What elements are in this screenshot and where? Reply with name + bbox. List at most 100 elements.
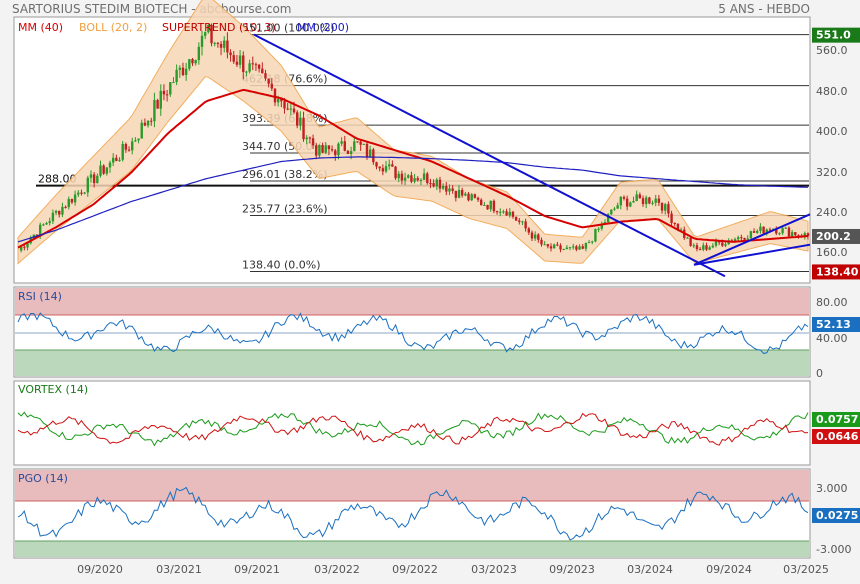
- candle-body: [784, 227, 787, 229]
- candle-body: [156, 100, 159, 109]
- y-tick: 560.0: [816, 44, 848, 57]
- candle-body: [413, 178, 416, 182]
- candle-body: [150, 120, 153, 122]
- candle-body: [499, 211, 502, 213]
- candle-body: [223, 40, 226, 48]
- candle-body: [622, 197, 626, 199]
- candle-body: [337, 143, 340, 156]
- candle-body: [752, 231, 756, 233]
- vortex-title: VORTEX (14): [18, 383, 88, 396]
- candle-body: [216, 42, 220, 44]
- candle-body: [613, 208, 616, 210]
- candle-body: [702, 245, 705, 250]
- candle-body: [302, 117, 305, 140]
- candle-body: [708, 247, 711, 250]
- x-tick: 09/2024: [706, 563, 752, 576]
- candle-body: [362, 143, 366, 145]
- vortex-panel-frame: [13, 380, 811, 466]
- candle-body: [790, 232, 794, 237]
- candle-body: [235, 61, 239, 65]
- candle-body: [159, 90, 162, 109]
- candle-body: [600, 223, 603, 229]
- rsi-line-group: [17, 312, 809, 354]
- candle-body: [51, 212, 55, 222]
- candle-body: [83, 192, 86, 194]
- candle-body: [756, 230, 759, 233]
- candle-body: [54, 210, 58, 213]
- candle-body: [410, 175, 413, 182]
- candle-body: [73, 194, 77, 203]
- candle-body: [565, 247, 569, 250]
- candle-body: [191, 59, 194, 64]
- x-axis: 09/2020 03/2021 09/2021 03/2022 09/2022 …: [77, 563, 829, 576]
- candle-body: [172, 82, 175, 84]
- candle-body: [575, 246, 578, 250]
- candle-body: [378, 166, 381, 169]
- candle-body: [641, 198, 645, 205]
- candle-body: [740, 237, 743, 239]
- candle-body: [305, 137, 308, 140]
- candle-body: [124, 143, 128, 150]
- legend-supertrend: SUPERTREND (10, 3): [162, 21, 276, 34]
- candle-body: [625, 198, 629, 207]
- candle-body: [273, 88, 277, 103]
- pgo-upper-zone: [15, 470, 809, 501]
- candle-body: [594, 228, 597, 242]
- candle-body: [806, 233, 810, 237]
- legend-boll: BOLL (20, 2): [79, 21, 147, 34]
- candle-body: [543, 244, 546, 246]
- candle-body: [470, 194, 473, 201]
- candle-body: [381, 168, 385, 172]
- candle-body: [118, 159, 121, 161]
- candle-body: [514, 216, 518, 221]
- candle-body: [508, 211, 511, 216]
- candle-body: [644, 197, 648, 205]
- fib-label: 138.40 (0.0%): [242, 258, 321, 271]
- candle-body: [324, 145, 327, 153]
- candle-body: [134, 140, 137, 142]
- candle-body: [673, 223, 676, 225]
- rsi-title: RSI (14): [18, 290, 62, 303]
- candle-body: [251, 63, 254, 65]
- candle-body: [454, 190, 458, 198]
- candle-body: [759, 226, 762, 231]
- y-tick: 320.0: [816, 166, 848, 179]
- candle-body: [695, 245, 699, 250]
- candle-body: [264, 73, 267, 79]
- candle-body: [559, 245, 562, 250]
- price-tags: 551.0 200.2 138.40: [812, 27, 860, 280]
- moving-averages: [17, 88, 809, 249]
- tag-box: [812, 27, 860, 43]
- rsi-tag-value: 52.13: [816, 318, 851, 331]
- candle-body: [181, 67, 185, 76]
- candle-body: [746, 238, 749, 240]
- rsi-tick: 40.00: [816, 332, 848, 345]
- legend-mm200: MM (200): [297, 21, 349, 34]
- vortex-plus-tag-box: [812, 412, 860, 427]
- candle-body: [749, 231, 753, 239]
- candle-body: [492, 200, 496, 212]
- candle-body: [407, 175, 410, 178]
- candle-body: [67, 199, 70, 208]
- candle-body: [676, 223, 680, 230]
- candle-body: [679, 229, 683, 231]
- x-tick: 03/2022: [314, 563, 360, 576]
- candle-body: [286, 108, 289, 110]
- candle-body: [388, 164, 391, 167]
- x-tick: 03/2025: [783, 563, 829, 576]
- fib-label: 235.77 (23.6%): [242, 203, 328, 216]
- candle-body: [248, 63, 251, 72]
- candle-body: [775, 229, 778, 234]
- x-tick: 03/2023: [471, 563, 517, 576]
- candle-body: [242, 55, 245, 73]
- candle-body: [108, 162, 112, 168]
- candle-body: [533, 234, 537, 239]
- candle-body: [121, 143, 124, 160]
- candle-body: [89, 174, 93, 178]
- pgo-line-group: [17, 486, 809, 541]
- candle-body: [356, 141, 359, 143]
- candle-body: [629, 202, 632, 207]
- candle-body: [349, 151, 353, 155]
- candle-body: [327, 145, 331, 150]
- x-tick: 09/2021: [234, 563, 280, 576]
